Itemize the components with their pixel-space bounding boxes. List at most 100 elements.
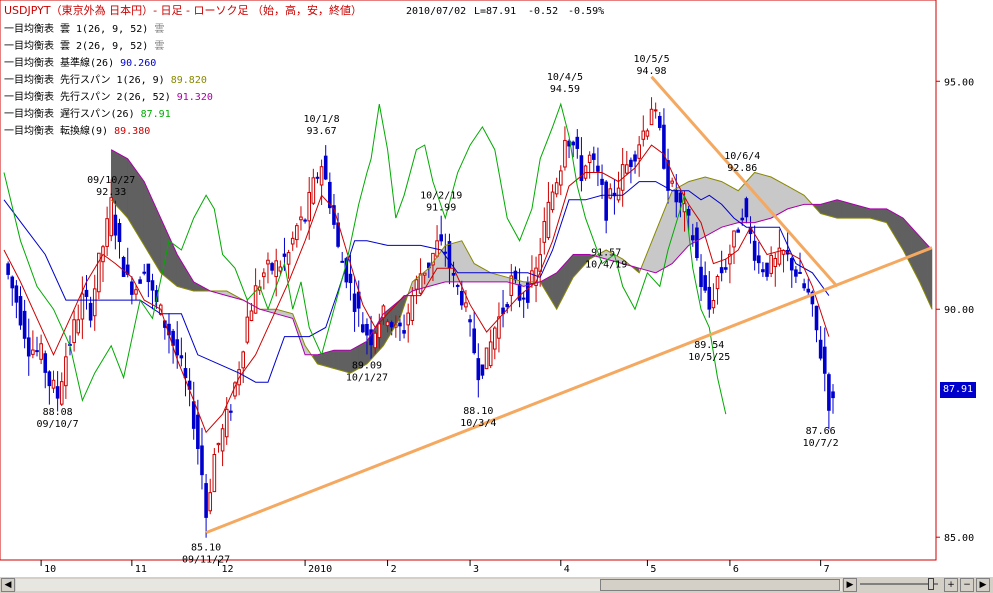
annotation-price: 88.10 (463, 406, 493, 417)
candle-body (113, 214, 118, 236)
tenkan-line (3, 144, 830, 434)
candle-body (146, 263, 151, 283)
candle-body (142, 271, 147, 274)
candle-body (818, 339, 823, 359)
candle-body (208, 492, 213, 512)
candle-body (624, 164, 629, 174)
annotation-price: 87.66 (806, 426, 836, 437)
candle-body (827, 374, 831, 411)
candle-body (542, 221, 547, 243)
legend-entry: 一目均衡表 転換線(9) 89.380 (4, 124, 150, 137)
candle-body (299, 216, 303, 221)
candle-body (587, 154, 592, 163)
horizontal-scrollbar[interactable]: ◀ ▶ + − ▶ (0, 576, 993, 593)
scroll-end-button[interactable]: ▶ (976, 578, 990, 592)
x-tick-label: 2 (391, 564, 397, 575)
cloud-segment (717, 180, 722, 230)
candle-body (154, 290, 159, 303)
candle-body (732, 230, 736, 248)
candle-body (92, 288, 97, 317)
x-tick-label: 10 (44, 564, 56, 575)
annotation-date: 10/5/5 (633, 54, 669, 65)
peak-trough-annotation: 10/1/893.67 (304, 114, 340, 137)
zoom-out-button[interactable]: − (960, 578, 974, 592)
legend-value: 89.820 (171, 75, 207, 86)
candle-body (761, 269, 765, 273)
scroll-right-button[interactable]: ▶ (843, 578, 857, 592)
candle-body (822, 346, 827, 374)
annotation-price: 92.33 (96, 187, 126, 198)
candle-body (22, 310, 27, 339)
annotation-price: 94.98 (636, 66, 666, 77)
cloud-segment (704, 176, 710, 237)
candle-body (637, 144, 641, 159)
legend-value: 90.260 (120, 58, 156, 69)
cloud-segment (135, 169, 141, 240)
senkou-span2-line (110, 149, 933, 356)
header-change: -0.52 (528, 6, 558, 17)
cloud-segment (783, 183, 788, 212)
cloud-segment (725, 183, 731, 227)
candle-body (781, 250, 786, 255)
candle-body (200, 445, 204, 476)
candle-body (497, 316, 501, 339)
annotation-price: 91.99 (426, 203, 456, 214)
scroll-left-button[interactable]: ◀ (1, 578, 15, 592)
zoom-slider[interactable] (860, 583, 938, 585)
candle-body (649, 108, 654, 126)
legend-entry: 一目均衡表 雲 2(26, 9, 52) 雲 (4, 39, 164, 52)
cloud-segment (325, 351, 331, 368)
candle-body (740, 217, 745, 221)
peak-trough-annotation: 10/5/594.98 (633, 54, 669, 77)
legend-entry: 一目均衡表 雲 1(26, 9, 52) 雲 (4, 22, 164, 35)
candle-body (794, 269, 798, 277)
candle-body (121, 257, 126, 277)
candle-body (666, 160, 670, 191)
annotation-price: 88.08 (43, 407, 73, 418)
cloud-segment (869, 208, 875, 220)
candle-body (332, 205, 336, 225)
candle-body (245, 316, 250, 343)
x-axis: 10 11 12 2010 2 3 4 5 6 7 (40, 560, 830, 575)
candle-body (134, 289, 138, 295)
cloud-segment (346, 350, 351, 374)
annotation-price: 85.10 (191, 543, 221, 554)
candle-body (641, 130, 646, 140)
scroll-thumb[interactable] (600, 579, 840, 591)
cloud-segment (172, 245, 178, 287)
candle-body (59, 381, 64, 405)
cloud-segment (874, 208, 879, 221)
cloud-segment (894, 213, 900, 245)
candle-body (814, 305, 819, 331)
grid (0, 0, 937, 561)
zoom-knob[interactable] (928, 578, 934, 590)
cloud-segment (189, 274, 194, 292)
candle-body (443, 251, 448, 254)
cloud-segment (865, 207, 871, 219)
candle-body (39, 343, 43, 360)
annotation-date: 10/7/2 (803, 438, 839, 449)
kijun-line (3, 181, 830, 383)
candle-body (579, 155, 584, 182)
candle-body (550, 191, 555, 211)
cloud-segment (750, 171, 755, 223)
candle-body (744, 198, 749, 218)
annotation-date: 10/5/25 (688, 352, 730, 363)
candle-body (464, 302, 468, 308)
trendline (205, 246, 933, 535)
candle-body (600, 178, 604, 185)
cloud-segment (321, 352, 326, 367)
annotation-date: 10/3/4 (460, 418, 496, 429)
candle-body (752, 240, 757, 261)
candle-body (130, 281, 134, 295)
candle-body (179, 355, 184, 359)
candle-body (715, 275, 720, 290)
cloud-segment (828, 200, 834, 218)
candle-body (480, 364, 485, 376)
cloud-segment (882, 208, 887, 223)
zoom-in-button[interactable]: + (944, 578, 958, 592)
